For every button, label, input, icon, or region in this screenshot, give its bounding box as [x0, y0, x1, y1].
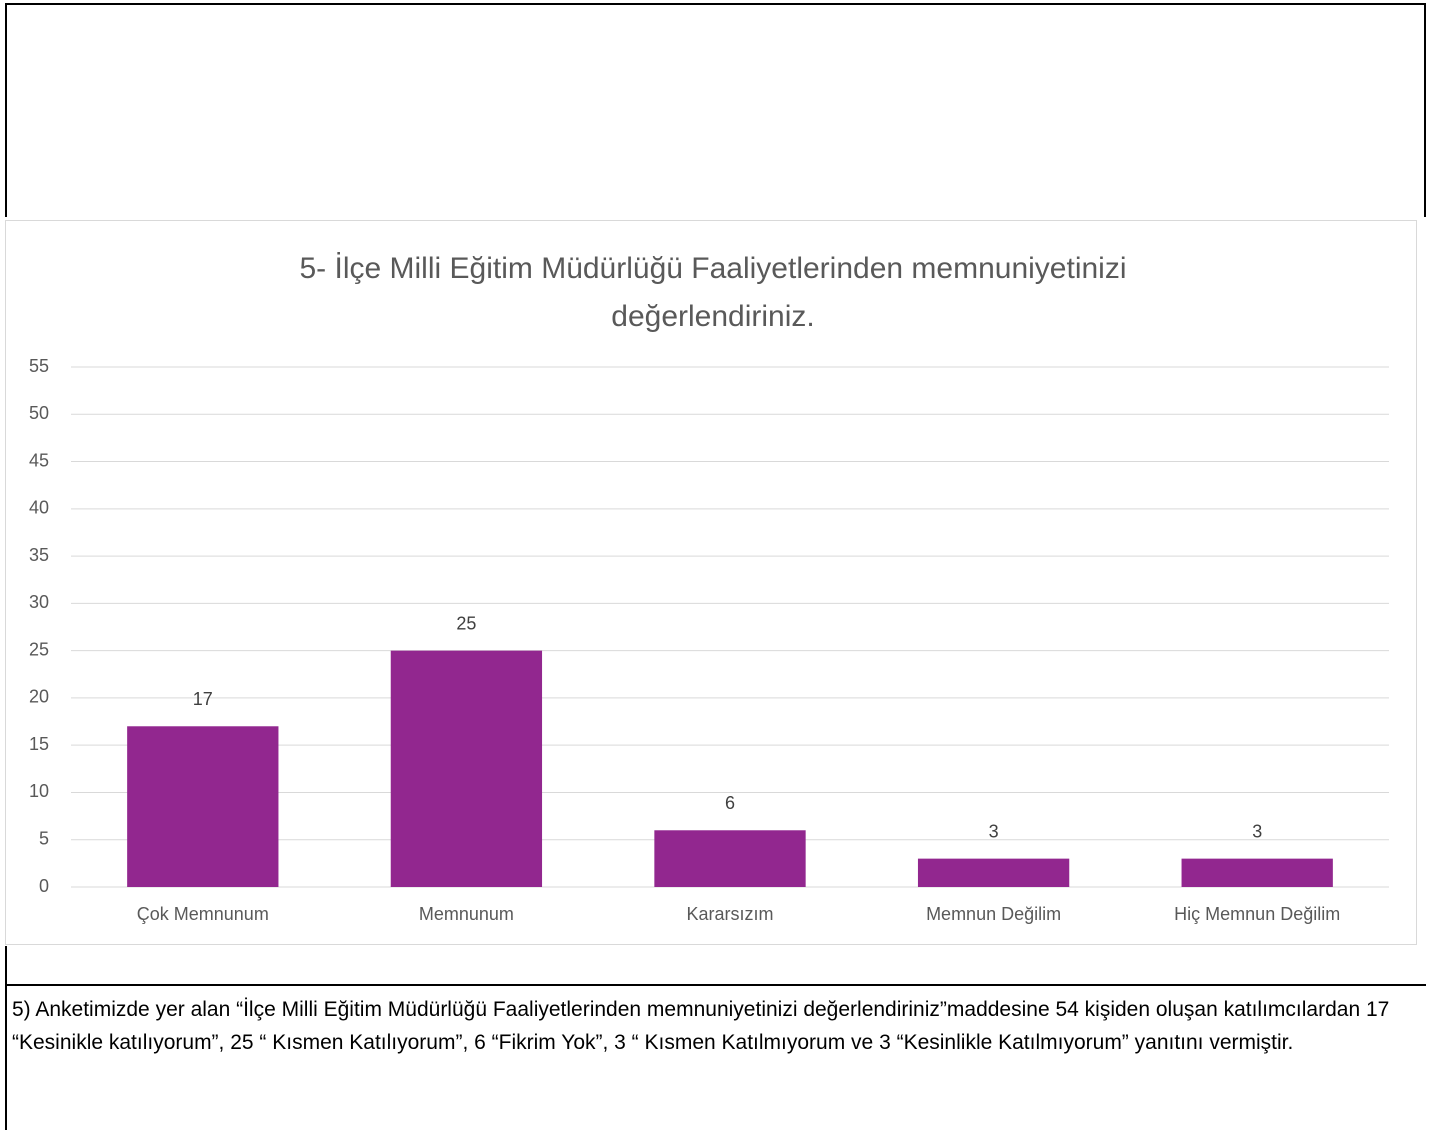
- y-tick-label: 45: [29, 450, 49, 470]
- border: [1424, 3, 1426, 217]
- data-label: 3: [1252, 821, 1262, 841]
- paragraph: 5) Anketimizde yer alan “İlçe Milli Eğit…: [12, 998, 1390, 1054]
- x-tick-label: Memnun Değilim: [926, 904, 1061, 924]
- y-tick-label: 0: [39, 876, 49, 896]
- border: [5, 984, 1426, 986]
- y-tick-label: 5: [39, 828, 49, 848]
- y-tick-label: 50: [29, 403, 49, 423]
- data-label: 17: [193, 689, 213, 709]
- chart: 0 5 10 15 20 25 30 35 40 45 50 55 Çok Memnunum 17 Memn…: [29, 356, 1389, 924]
- bar: [917, 858, 1070, 887]
- border: [5, 946, 7, 1130]
- bar: [127, 726, 279, 887]
- bar: [654, 830, 806, 887]
- chart-title: 5- İlçe Milli Eğitim Müdürlüğü Faaliyetl…: [299, 252, 1127, 333]
- bar: [1181, 858, 1333, 887]
- x-tick-label: Çok Memnunum: [137, 904, 269, 924]
- y-tick-label: 40: [29, 498, 49, 518]
- x-tick-label: Kararsızım: [686, 904, 773, 924]
- y-tick-label: 10: [29, 781, 49, 801]
- chart-box: 0 5 10 15 20 25 30 35 40 45 50 55 Çok Memnunum 17 Memn…: [5, 220, 1417, 945]
- y-tick-label: 30: [29, 592, 49, 612]
- border: [5, 3, 1426, 5]
- y-tick-label: 55: [29, 356, 49, 376]
- y-tick-label: 15: [29, 734, 49, 754]
- y-tick-label: 35: [29, 545, 49, 565]
- data-label: 6: [725, 793, 735, 813]
- data-label: 25: [456, 613, 476, 633]
- y-tick-label: 25: [29, 639, 49, 659]
- x-tick-label: Memnunum: [419, 904, 514, 924]
- bar: [390, 650, 543, 887]
- x-tick-label: Hiç Memnun Değilim: [1174, 904, 1340, 924]
- border: [5, 3, 7, 217]
- data-label: 3: [989, 821, 999, 841]
- y-tick-label: 20: [29, 687, 49, 707]
